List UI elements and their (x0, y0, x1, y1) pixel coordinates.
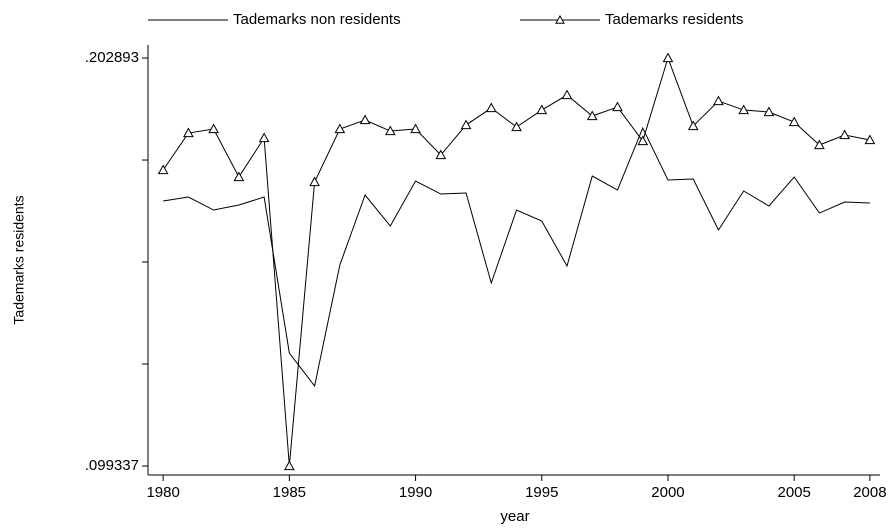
x-tick-label: 2008 (853, 484, 886, 501)
point-marker (359, 114, 371, 125)
point-marker (637, 135, 649, 146)
y-axis-label: Tademarks residents (11, 195, 27, 324)
point-marker (738, 104, 750, 115)
y-tick-label: .202893 (85, 49, 139, 66)
y-tick-label: .099337 (85, 457, 139, 474)
x-tick-label: 2005 (777, 484, 810, 501)
point-marker (284, 460, 295, 471)
point-marker (814, 139, 825, 150)
point-marker (536, 104, 548, 115)
point-marker (460, 119, 472, 130)
point-marker (183, 127, 194, 138)
point-marker (309, 176, 320, 187)
point-marker (258, 132, 270, 143)
point-marker (763, 106, 775, 117)
point-marker (713, 95, 724, 106)
point-marker (561, 89, 573, 100)
point-marker (410, 123, 421, 134)
point-marker (485, 102, 497, 113)
x-tick-label: 1985 (273, 484, 306, 501)
point-marker (384, 125, 396, 136)
point-marker (788, 116, 800, 127)
point-marker (662, 52, 674, 63)
point-marker (586, 110, 598, 121)
point-marker (864, 134, 876, 145)
legend-label: Tademarks non residents (233, 11, 401, 28)
x-tick-label: 2000 (651, 484, 684, 501)
point-marker (233, 171, 245, 182)
x-axis-label: year (500, 508, 529, 525)
point-marker (334, 123, 346, 134)
point-marker (511, 121, 522, 132)
legend-marker (555, 14, 565, 24)
x-tick-label: 1990 (399, 484, 432, 501)
x-tick-label: 1995 (525, 484, 558, 501)
x-tick-label: 1980 (146, 484, 179, 501)
point-marker (435, 149, 447, 160)
point-marker (612, 101, 623, 112)
series-line (163, 126, 870, 388)
point-marker (208, 123, 219, 134)
series-line (162, 56, 871, 467)
point-marker (839, 129, 851, 140)
point-marker (687, 120, 699, 131)
point-marker (157, 164, 169, 175)
legend-label: Tademarks residents (605, 11, 743, 28)
